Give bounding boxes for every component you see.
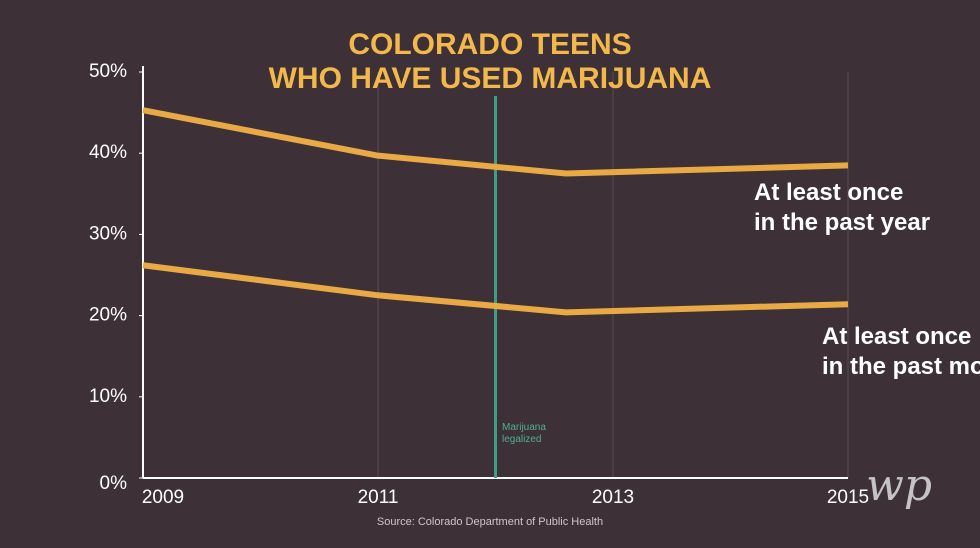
- series-line: [142, 262, 849, 316]
- series-label: At least once in the past month: [822, 323, 980, 380]
- source: Source: Colorado Department of Public He…: [376, 516, 604, 528]
- series-label: At least once in the past year: [754, 179, 931, 236]
- y-tick-label: 30%: [89, 223, 127, 244]
- annotation: Marijuana legalized: [502, 422, 546, 445]
- chart-title: COLORADO TEENS WHO HAVE USED MARIJUANA: [268, 28, 712, 95]
- y-tick-label: 0%: [100, 473, 128, 494]
- series-line: [142, 107, 849, 177]
- x-tick-label: 2015: [827, 487, 869, 508]
- y-tick-label: 40%: [89, 142, 127, 163]
- y-tick-label: 20%: [89, 305, 127, 326]
- x-tick-label: 2013: [592, 487, 634, 508]
- x-tick-label: 2011: [358, 487, 399, 508]
- y-tick-label: 50%: [89, 61, 127, 82]
- x-tick-label: 2009: [142, 487, 184, 508]
- watermark: wp: [866, 460, 932, 511]
- y-tick-label: 10%: [89, 386, 127, 407]
